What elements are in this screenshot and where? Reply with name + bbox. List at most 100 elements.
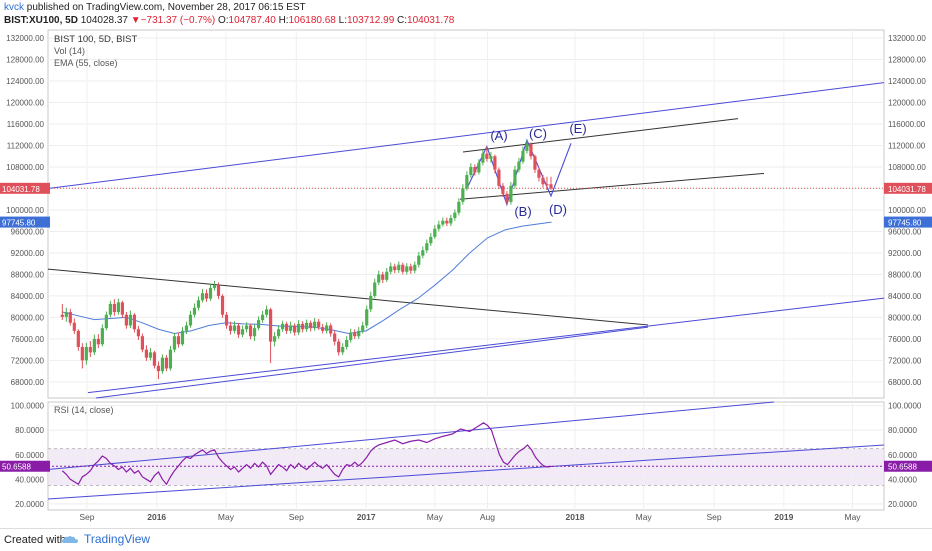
candle [417,251,421,268]
rsi-band [49,448,883,486]
candle [409,263,413,274]
candle-body [305,322,309,330]
wave-label-a: (A) [490,128,507,143]
candle [268,307,273,364]
candle-body [84,346,88,361]
candle-body [389,266,393,272]
change-value: −731.37 (−0.7%) [140,15,216,26]
candle [529,142,533,160]
close-value: 104031.78 [407,15,455,26]
candle [204,289,209,302]
wave-label-d: (D) [549,202,567,217]
rsi-tick-right: 60.0000 [888,451,917,460]
candle-body [345,339,349,347]
candle-body [68,312,72,323]
candle [321,323,325,334]
candle-body [469,166,473,176]
candle [112,299,116,316]
candle [248,323,253,340]
candle [224,312,229,329]
candle [252,324,257,342]
symbol-label: BIST:XU100, 5D [4,15,78,26]
candle-body [393,266,397,271]
chart-header: kvck published on TradingView.com, Novem… [0,0,932,28]
y-tick-right: 80000.00 [888,313,922,322]
y-tick-left: 116000.00 [7,120,45,129]
rsi-tick-right: 40.0000 [888,475,917,484]
candle [497,167,501,190]
candle-body [60,314,64,317]
candle-body [112,303,116,313]
open-label: O: [217,15,229,26]
candle-body [264,309,269,315]
price-badge-left-bg [0,182,50,194]
candle [293,323,297,336]
author-link[interactable]: kvck [4,2,24,13]
candle-body [333,333,337,342]
candle [232,321,237,334]
candle-body [124,314,128,326]
candle [353,329,357,339]
support-line [95,326,649,399]
candle [473,164,477,176]
candle [317,319,321,330]
candle [461,184,465,205]
rsi-badge-right-text: 50.6588 [888,463,917,472]
candle-body [220,295,225,315]
ema-badge-right: 97745.80 [884,216,932,228]
candle-body [477,162,481,173]
candle-body [136,329,141,337]
y-tick-right: 124000.00 [888,77,926,86]
price-badge-right-bg [884,182,932,194]
publish-line: kvck published on TradingView.com, Novem… [4,2,306,13]
candle-body [228,325,233,331]
candle-body [481,153,485,163]
candle-body [465,175,469,189]
candle-body [104,314,108,329]
candle-body [525,143,529,151]
candle [425,239,429,253]
candle [285,321,289,335]
tradingview-brand[interactable]: TradingView [62,532,150,546]
candle-body [433,228,437,237]
candle-body [489,156,493,159]
tradingview-cloud-icon [62,535,78,543]
candle-body [64,312,68,317]
y-tick-left: 92000.00 [11,249,45,258]
main-pane[interactable] [47,29,885,399]
y-tick-right: 76000.00 [888,335,922,344]
brand-text: TradingView [84,532,151,546]
descending-trend-line [47,268,649,326]
candle-body [140,336,145,350]
y-tick-right: 128000.00 [888,56,926,65]
ema-badge-left-bg [0,216,50,228]
candle-body [160,357,165,372]
low-value: 103712.99 [346,15,395,26]
candle-body [501,185,505,194]
candle [104,311,108,331]
quote-line: BIST:XU100, 5D 104028.37 ▼−731.37 (−0.7%… [4,15,454,26]
chart-canvas[interactable]: 132000.00 132000.00 128000.00 128000.00 1240… [0,28,932,528]
candle-body [180,330,185,345]
y-tick-left: 128000.00 [6,56,44,65]
candle-body [232,325,237,331]
candle [64,307,68,322]
candle-body [505,193,509,202]
candle-body [421,250,425,256]
published-text: published on TradingView.com, November 2… [26,2,306,13]
candle-body [244,325,249,330]
candle-body [192,307,197,315]
candle [60,303,64,321]
y-tick-left: 96000.00 [11,227,45,236]
candle [469,163,473,178]
candle-body [148,352,153,358]
candle [140,333,145,353]
candle-body [301,323,305,330]
rsi-badge-right-bg [884,460,932,472]
candle-body [92,338,96,353]
candle-body [132,314,137,330]
candle-body [188,314,193,326]
high-value: 106180.68 [288,15,336,26]
candle [549,176,553,191]
candle-body [513,169,517,186]
